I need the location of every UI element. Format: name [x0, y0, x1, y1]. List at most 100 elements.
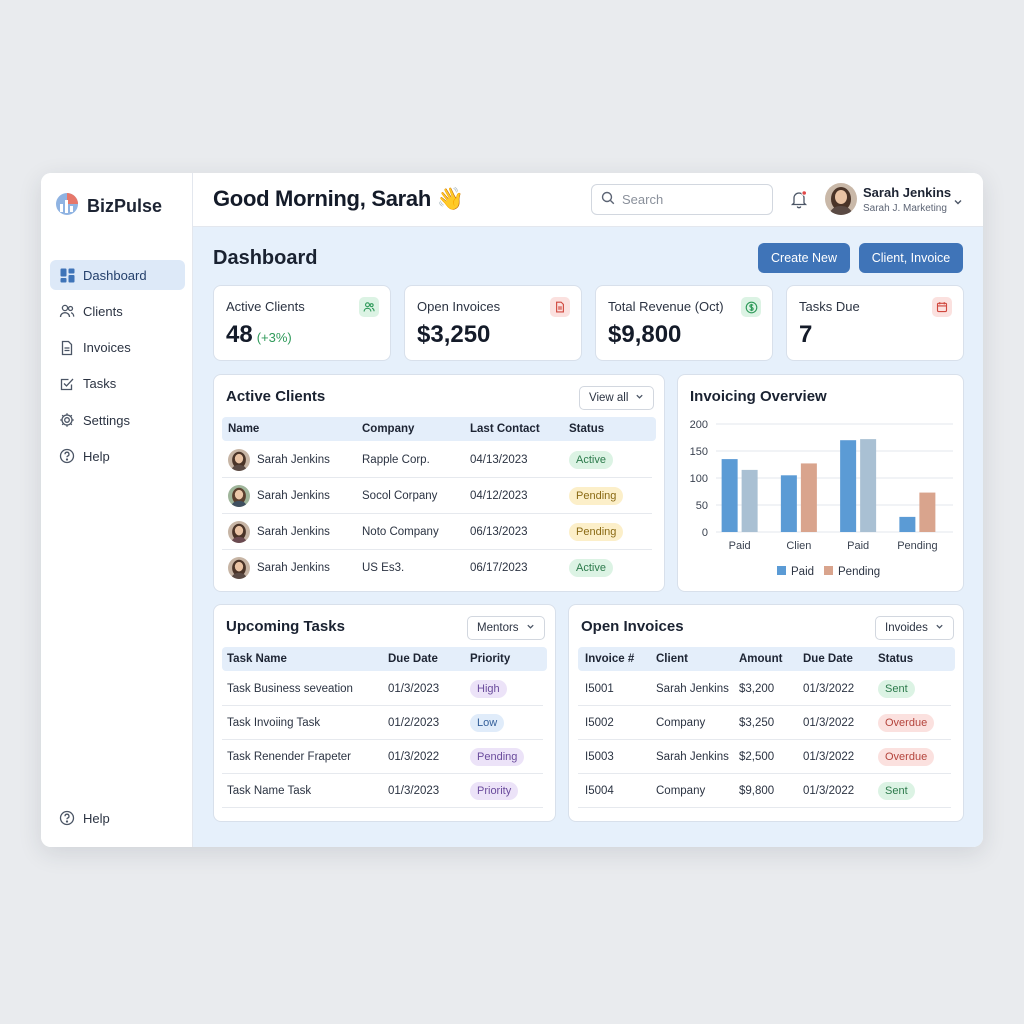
legend-label: Pending — [838, 566, 880, 578]
task-due-date: 01/2/2023 — [388, 716, 440, 729]
column-header: Task Name — [227, 653, 287, 665]
client-name: Sarah Jenkins — [257, 489, 330, 502]
column-header: Last Contact — [470, 423, 540, 435]
dropdown-label: Invoides — [885, 622, 928, 634]
sidebar-item-dashboard[interactable]: Dashboard — [50, 260, 185, 290]
table-row[interactable]: I5003 Sarah Jenkins $2,500 01/3/2022 Ove… — [578, 740, 951, 774]
stat-label: Total Revenue (Oct) — [608, 299, 724, 314]
stat-delta: (+3%) — [256, 330, 292, 345]
table-row[interactable]: Sarah Jenkins US Es3. 06/17/2023 Active — [222, 550, 652, 586]
brand-name: BizPulse — [87, 195, 163, 216]
client-company: Rapple Corp. — [362, 453, 430, 466]
y-tick-label: 100 — [690, 473, 708, 485]
priority-badge: Priority — [470, 781, 519, 800]
document-icon — [550, 297, 570, 317]
stat-card-tasks-due[interactable]: Tasks Due 7 — [786, 285, 964, 361]
mentors-dropdown[interactable]: Mentors — [467, 616, 545, 640]
user-avatar[interactable] — [825, 183, 857, 215]
invoices-dropdown[interactable]: Invoides — [875, 616, 954, 640]
invoice-amount: $9,800 — [739, 784, 775, 797]
bar-pending — [741, 469, 758, 532]
sidebar-bottom: Help — [50, 803, 185, 839]
document-icon — [59, 340, 75, 356]
active-clients-panel: Active Clients View all Name Company Las… — [213, 374, 665, 592]
sidebar-item-label: Tasks — [83, 376, 117, 392]
status-badge: Overdue — [878, 747, 935, 766]
task-name: Task Invoiing Task — [227, 716, 321, 729]
user-name: Sarah Jenkins — [863, 185, 952, 200]
open-invoices-panel: Open Invoices Invoides Invoice # Client … — [568, 604, 964, 822]
column-header: Amount — [739, 653, 783, 665]
table-row[interactable]: Task Invoiing Task 01/2/2023 Low — [222, 706, 543, 740]
stat-value: $3,250 — [417, 321, 491, 348]
chevron-down-icon[interactable] — [953, 194, 963, 205]
stat-value: 48 (+3%) — [226, 321, 292, 348]
table-row[interactable]: Sarah Jenkins Noto Company 06/13/2023 Pe… — [222, 514, 652, 550]
column-header: Status — [569, 423, 605, 435]
invoicing-overview-chart: 0 50 100 150 200 Paid Clien Paid Pending Paid Pend… — [690, 419, 953, 578]
bell-icon[interactable] — [789, 189, 809, 209]
panel-title: Open Invoices — [581, 618, 684, 635]
client-name: Sarah Jenkins — [257, 562, 330, 574]
bizpulse-logo-icon — [55, 192, 79, 221]
table-row[interactable]: Task Business seveation 01/3/2023 High — [222, 672, 543, 706]
sidebar-item-invoices[interactable]: Invoices — [50, 333, 185, 363]
sidebar-item-label: Dashboard — [83, 267, 147, 283]
column-header: Invoice # — [585, 653, 635, 665]
view-all-dropdown[interactable]: View all — [579, 386, 655, 410]
invoice-number: I5001 — [585, 682, 614, 695]
x-tick-label: Paid — [729, 540, 751, 552]
column-header: Name — [228, 423, 260, 435]
sidebar-item-help-bottom[interactable]: Help — [50, 803, 185, 833]
sidebar-item-settings[interactable]: Settings — [50, 405, 185, 435]
table-header: Task Name Due Date Priority — [222, 647, 547, 671]
table-row[interactable]: Task Renender Frapeter 01/3/2022 Pending — [222, 740, 543, 774]
client-company: Noto Company — [362, 525, 439, 538]
stat-card-active-clients[interactable]: Active Clients 48 (+3%) — [213, 285, 391, 361]
brand[interactable]: BizPulse — [55, 192, 163, 221]
invoice-due-date: 01/3/2022 — [803, 750, 855, 763]
client-company: Socol Corpany — [362, 489, 438, 502]
invoice-amount: $3,200 — [739, 682, 775, 695]
users-icon — [59, 303, 75, 319]
invoice-number: I5003 — [585, 750, 614, 763]
search-input[interactable]: Search — [591, 184, 773, 215]
status-badge: Sent — [878, 781, 915, 800]
invoice-due-date: 01/3/2022 — [803, 682, 855, 695]
table-row[interactable]: Sarah Jenkins Socol Corpany 04/12/2023 P… — [222, 478, 652, 514]
table-header: Name Company Last Contact Status — [222, 417, 656, 441]
invoice-number: I5002 — [585, 716, 614, 729]
invoice-client: Company — [656, 716, 706, 729]
checklist-icon — [59, 376, 75, 392]
y-tick-label: 200 — [690, 419, 708, 431]
invoice-amount: $3,250 — [739, 716, 775, 729]
client-last-contact: 04/13/2023 — [470, 453, 528, 466]
sidebar-item-clients[interactable]: Clients — [50, 296, 185, 326]
y-tick-label: 0 — [702, 527, 708, 539]
search-icon — [601, 191, 615, 208]
table-row[interactable]: I5001 Sarah Jenkins $3,200 01/3/2022 Sen… — [578, 672, 951, 706]
x-tick-label: Pending — [897, 540, 937, 552]
client-invoice-button[interactable]: Client, Invoice — [859, 243, 963, 273]
main-content: Dashboard Create New Client, Invoice Act… — [193, 227, 983, 847]
task-due-date: 01/3/2022 — [388, 750, 440, 763]
table-row[interactable]: Sarah Jenkins Rapple Corp. 04/13/2023 Ac… — [222, 442, 652, 478]
invoice-client: Sarah Jenkins — [656, 682, 729, 695]
search-placeholder: Search — [622, 192, 664, 207]
help-icon — [59, 448, 75, 464]
bar-paid — [899, 516, 916, 532]
stat-label: Open Invoices — [417, 299, 501, 314]
table-row[interactable]: Task Name Task 01/3/2023 Priority — [222, 774, 543, 808]
table-row[interactable]: I5002 Company $3,250 01/3/2022 Overdue — [578, 706, 951, 740]
create-new-button[interactable]: Create New — [758, 243, 850, 273]
sidebar-item-help[interactable]: Help — [50, 441, 185, 471]
bar-paid — [840, 440, 857, 532]
sidebar-item-tasks[interactable]: Tasks — [50, 369, 185, 399]
client-name: Sarah Jenkins — [257, 525, 330, 538]
panel-title: Active Clients — [226, 388, 326, 405]
dropdown-label: Mentors — [477, 622, 519, 634]
stat-card-open-invoices[interactable]: Open Invoices $3,250 — [404, 285, 582, 361]
bar-pending — [860, 439, 877, 532]
table-row[interactable]: I5004 Company $9,800 01/3/2022 Sent — [578, 774, 951, 808]
stat-card-total-revenue[interactable]: Total Revenue (Oct) $9,800 — [595, 285, 773, 361]
